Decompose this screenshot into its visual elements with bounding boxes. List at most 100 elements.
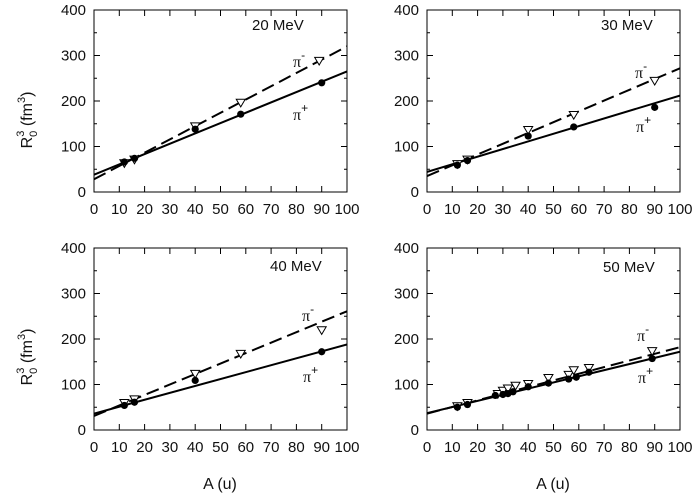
charge-superscript: - xyxy=(301,48,305,62)
x-tick-label: 60 xyxy=(237,439,254,456)
y-tick-label: 400 xyxy=(394,240,419,257)
y-axis-unit-close: ) xyxy=(19,92,36,97)
x-tick-label: 30 xyxy=(495,439,512,456)
pi-plus-point xyxy=(491,391,499,400)
pi-minus-point xyxy=(568,366,580,376)
pi-plus-label: π+ xyxy=(638,364,653,387)
x-tick-label: 10 xyxy=(111,201,128,218)
y-tick-label: 300 xyxy=(61,48,86,65)
x-tick-label: 10 xyxy=(444,439,461,456)
charge-superscript: + xyxy=(646,364,653,378)
y-axis-unit-sup: 3 xyxy=(16,97,28,103)
x-tick-label: 60 xyxy=(237,201,254,218)
x-tick-label: 0 xyxy=(423,439,431,456)
y-tick-label: 400 xyxy=(61,240,86,257)
x-tick-label: 90 xyxy=(646,201,663,218)
x-tick-label: 50 xyxy=(545,201,562,218)
pi-plus-point xyxy=(544,379,553,387)
x-tick-label: 60 xyxy=(570,201,587,218)
pi-minus-point xyxy=(510,381,521,391)
pi-plus-label: π+ xyxy=(636,113,651,136)
y-axis-unit-open: (fm xyxy=(19,103,36,131)
x-tick-label: 40 xyxy=(187,439,204,456)
pi-plus-label: π+ xyxy=(303,363,318,386)
y-tick-label: 200 xyxy=(394,93,419,110)
y-axis-title: R03 (fm3) xyxy=(15,329,40,386)
pi-plus-point xyxy=(570,123,578,131)
pi-minus-symbol: π xyxy=(302,308,310,325)
pi-minus-label: π- xyxy=(637,322,649,345)
y-tick-label: 400 xyxy=(394,2,419,19)
charge-superscript: + xyxy=(301,101,308,115)
x-axis-title: A (u) xyxy=(536,476,570,493)
x-tick-label: 0 xyxy=(423,201,431,218)
pi-minus-point xyxy=(522,126,534,136)
pi-minus-label: π- xyxy=(635,59,647,82)
y-tick-label: 200 xyxy=(61,93,86,110)
pi-plus-point xyxy=(463,157,472,165)
pi-minus-point xyxy=(568,111,580,121)
y-axis-sup: 3 xyxy=(15,131,27,137)
y-tick-label: 100 xyxy=(394,377,419,394)
y-tick-label: 300 xyxy=(61,286,86,303)
x-tick-label: 80 xyxy=(288,201,305,218)
pi-minus-point xyxy=(543,374,554,384)
x-tick-label: 10 xyxy=(444,201,461,218)
x-tick-label: 70 xyxy=(596,439,613,456)
x-tick-label: 10 xyxy=(111,439,128,456)
pi-minus-point xyxy=(316,326,328,336)
pi-plus-point xyxy=(453,161,461,169)
y-tick-label: 100 xyxy=(61,377,86,394)
y-tick-label: 0 xyxy=(78,184,86,201)
x-tick-label: 40 xyxy=(187,201,204,218)
x-tick-label: 90 xyxy=(313,201,330,218)
x-tick-label: 50 xyxy=(212,439,229,456)
y-axis-sub: 0 xyxy=(28,368,40,374)
pi-plus-point xyxy=(191,376,199,385)
y-tick-label: 200 xyxy=(394,331,419,348)
charge-superscript: - xyxy=(645,322,649,336)
y-tick-label: 100 xyxy=(61,139,86,156)
pi-minus-point xyxy=(649,76,661,87)
x-tick-label: 30 xyxy=(495,201,512,218)
pi-plus-point xyxy=(120,158,128,166)
energy-label: 20 MeV xyxy=(252,17,304,34)
y-axis-unit-close: ) xyxy=(19,329,36,334)
pi-plus-point xyxy=(130,398,139,406)
pi-plus-point xyxy=(130,154,139,162)
x-tick-label: 20 xyxy=(136,439,153,456)
x-tick-label: 70 xyxy=(596,201,613,218)
x-tick-label: 70 xyxy=(263,439,280,456)
pi-minus-point xyxy=(235,98,247,108)
x-tick-label: 20 xyxy=(469,439,486,456)
x-tick-label: 40 xyxy=(520,439,537,456)
x-tick-label: 20 xyxy=(469,201,486,218)
y-axis-sub: 0 xyxy=(28,131,40,137)
x-tick-label: 100 xyxy=(334,201,359,218)
x-tick-label: 30 xyxy=(162,201,179,218)
pi-minus-symbol: π xyxy=(293,54,301,71)
x-tick-label: 80 xyxy=(621,439,638,456)
pi-minus-symbol: π xyxy=(637,328,645,345)
pi-plus-point xyxy=(237,110,245,118)
pi-minus-point xyxy=(563,370,575,380)
charge-superscript: - xyxy=(310,302,314,316)
pi-plus-symbol: π xyxy=(303,369,311,386)
x-tick-label: 80 xyxy=(288,439,305,456)
x-tick-label: 70 xyxy=(263,201,280,218)
pi-plus-point xyxy=(453,403,461,411)
pi-minus-symbol: π xyxy=(635,65,643,82)
y-axis-unit-open: (fm xyxy=(19,340,36,368)
y-axis-title: R03 (fm3) xyxy=(15,92,40,149)
x-tick-label: 50 xyxy=(212,201,229,218)
y-tick-label: 300 xyxy=(394,48,419,65)
pi-minus-point xyxy=(235,349,247,360)
x-tick-label: 0 xyxy=(90,439,98,456)
pi-plus-point xyxy=(120,401,128,410)
pi-plus-symbol: π xyxy=(638,370,646,387)
